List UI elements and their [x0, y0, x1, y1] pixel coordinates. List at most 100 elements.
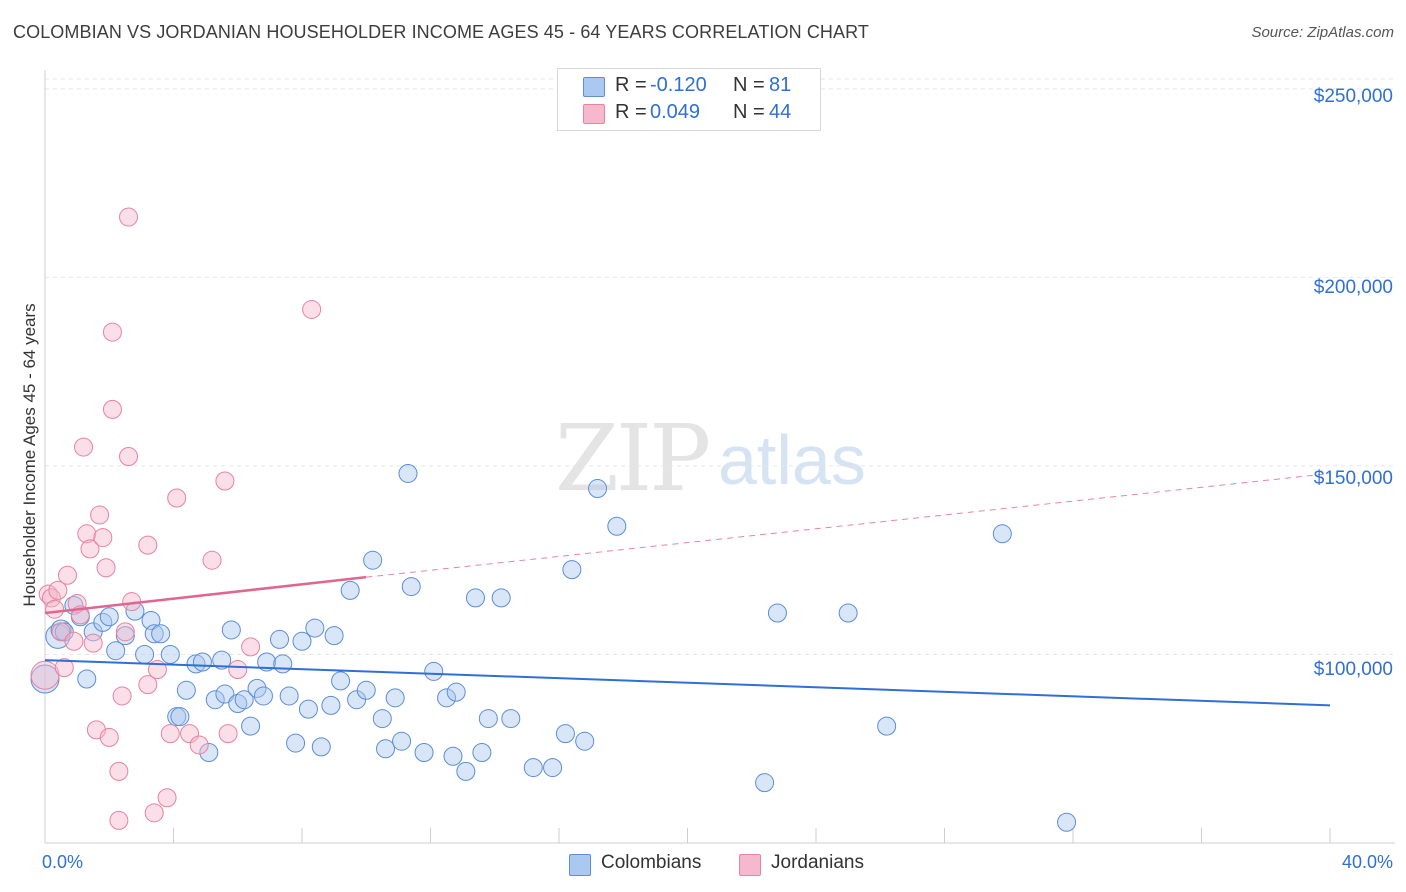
- jordanian-point: [228, 660, 248, 680]
- x-tick-label-min: 0.0%: [42, 852, 84, 872]
- colombian-point: [363, 550, 383, 570]
- jordanian-point: [90, 505, 110, 525]
- colombian-point: [437, 688, 457, 708]
- colombian-point: [340, 580, 360, 600]
- colombian-point: [144, 624, 164, 644]
- jordanian-point: [102, 322, 122, 342]
- jordanians-trend-extension: [366, 472, 1331, 578]
- colombian-point: [170, 707, 190, 727]
- colombian-point: [478, 709, 498, 729]
- jordanian-point: [202, 550, 222, 570]
- jordanian-point: [77, 524, 97, 544]
- colombian-point: [305, 618, 325, 638]
- colombian-point: [607, 516, 627, 536]
- colombian-point: [199, 743, 219, 763]
- legend-n-label: N =: [733, 74, 765, 96]
- jordanian-point: [109, 810, 129, 830]
- colombian-point: [151, 624, 171, 644]
- jordanian-point: [93, 528, 113, 548]
- colombian-point: [279, 686, 299, 706]
- colombian-point: [311, 737, 331, 757]
- colombian-point: [523, 758, 543, 778]
- jordanian-point: [48, 580, 68, 600]
- source-credit: Source: ZipAtlas.com: [1251, 24, 1394, 41]
- colombian-point: [491, 588, 511, 608]
- jordanian-point: [45, 599, 65, 619]
- colombian-point: [392, 731, 412, 751]
- jordanian-point: [83, 633, 103, 653]
- colombian-point: [356, 680, 376, 700]
- y-tick-label-250000: $250,000: [1313, 86, 1393, 107]
- jordanian-point: [189, 735, 209, 755]
- chart-title: COLOMBIAN VS JORDANIAN HOUSEHOLDER INCOM…: [13, 22, 869, 42]
- colombian-point: [160, 644, 180, 664]
- colombian-point: [176, 680, 196, 700]
- colombian-point: [273, 654, 293, 674]
- watermark-atlas: atlas: [718, 421, 866, 499]
- colombian-point: [465, 588, 485, 608]
- colombian-point: [443, 746, 463, 766]
- colombian-point: [1057, 812, 1077, 832]
- colombian-point: [99, 607, 119, 627]
- colombian-point: [215, 684, 235, 704]
- colombian-point: [588, 479, 608, 499]
- colombian-point: [106, 641, 126, 661]
- colombian-point: [424, 661, 444, 681]
- colombian-point: [298, 699, 318, 719]
- jordanian-point: [30, 660, 60, 690]
- colombian-point: [398, 463, 418, 483]
- colombian-point: [877, 716, 897, 736]
- jordanian-point: [302, 299, 322, 319]
- colombian-point: [321, 695, 341, 715]
- jordanian-point: [157, 788, 177, 808]
- jordanian-point: [41, 588, 61, 608]
- colombian-point: [247, 678, 267, 698]
- watermark-zip: ZIP: [555, 405, 711, 512]
- colombian-point: [212, 650, 232, 670]
- colombian-point: [376, 739, 396, 759]
- legend-swatch-blue: [583, 77, 605, 97]
- jordanian-point: [80, 539, 100, 559]
- legend-r-value: -0.120: [650, 74, 707, 96]
- jordanian-point: [64, 631, 84, 651]
- jordanian-point: [96, 558, 116, 578]
- jordanian-point: [112, 686, 132, 706]
- colombian-point: [286, 733, 306, 753]
- legend-n-value: 81: [769, 74, 792, 96]
- colombian-point: [575, 731, 595, 751]
- colombian-point: [446, 682, 466, 702]
- legend-n-value: 44: [769, 101, 792, 123]
- colombian-point: [456, 761, 476, 781]
- colombian-point: [324, 626, 344, 646]
- colombian-point: [135, 644, 155, 664]
- legend-swatch-pink: [583, 104, 605, 124]
- jordanian-point: [138, 675, 158, 695]
- jordanian-point: [144, 803, 164, 823]
- colombian-point: [270, 629, 290, 649]
- colombians-label: Colombians: [601, 852, 702, 873]
- y-tick-label-150000: $150,000: [1313, 468, 1393, 489]
- jordanian-point: [102, 399, 122, 419]
- colombian-point: [253, 686, 273, 706]
- jordanian-point: [115, 622, 135, 642]
- colombian-point: [192, 652, 212, 672]
- jordanian-point: [167, 488, 187, 508]
- colombian-point: [472, 743, 492, 763]
- colombian-point: [562, 560, 582, 580]
- colombian-point: [501, 709, 521, 729]
- jordanians-swatch: [739, 854, 761, 876]
- jordanian-point: [57, 565, 77, 585]
- colombians-trend-line: [44, 659, 1331, 707]
- jordanian-point: [74, 437, 94, 457]
- y-tick-label-200000: $200,000: [1313, 277, 1393, 298]
- jordanian-point: [54, 658, 74, 678]
- jordanian-point: [51, 622, 71, 642]
- jordanian-point: [138, 535, 158, 555]
- colombian-point: [372, 709, 392, 729]
- legend-r-label: R =: [615, 101, 647, 123]
- colombian-point: [331, 671, 351, 691]
- colombian-point: [228, 693, 248, 713]
- jordanian-point: [99, 727, 119, 747]
- colombian-point: [205, 690, 225, 710]
